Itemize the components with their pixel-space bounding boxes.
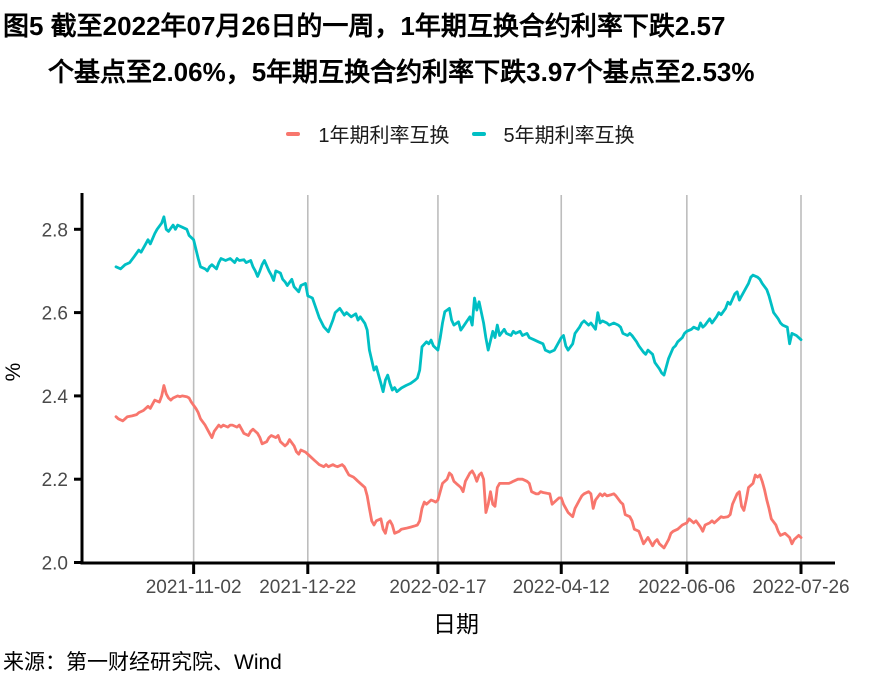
y-tick-label-2.4: 2.4: [42, 387, 69, 408]
x-tick-label-2022-06-06: 2022-06-06: [638, 577, 735, 598]
x-axis-title: 日期: [433, 611, 479, 637]
y-tick-label-2.0: 2.0: [42, 554, 68, 575]
chart-legend: 1年期利率互换 5年期利率互换: [18, 119, 885, 148]
x-tick-label-2022-04-12: 2022-04-12: [513, 577, 610, 598]
y-tick-label-2.8: 2.8: [42, 220, 68, 241]
legend-label-1y: 1年期利率互换: [318, 125, 450, 147]
x-tick-label-2021-12-22: 2021-12-22: [259, 577, 356, 598]
y-tick-label-2.2: 2.2: [42, 470, 68, 491]
x-tick-label-2021-11-02: 2021-11-02: [146, 577, 242, 598]
y-tick-label-2.6: 2.6: [42, 304, 68, 325]
figure-title-line2: 个基点至2.06%，5年期互换合约利率下跌3.97个基点至2.53%: [48, 57, 755, 87]
series-line-5y: [114, 215, 803, 394]
legend-item-5y: 5年期利率互换: [471, 119, 635, 148]
legend-label-5y: 5年期利率互换: [503, 125, 635, 147]
figure-title-line1: 图5 截至2022年07月26日的一周，1年期互换合约利率下跌2.57: [3, 11, 726, 41]
legend-key-1y-line-icon: [286, 131, 301, 136]
y-axis-title: %: [2, 362, 25, 382]
x-tick-label-2022-02-17: 2022-02-17: [389, 577, 486, 598]
source-note: 来源：第一财经研究院、Wind: [3, 651, 282, 674]
legend-key-5y-line-icon: [471, 131, 486, 136]
series-line-1y: [114, 384, 803, 550]
legend-item-1y: 1年期利率互换: [286, 119, 450, 148]
x-tick-label-2022-07-26: 2022-07-26: [752, 577, 849, 598]
